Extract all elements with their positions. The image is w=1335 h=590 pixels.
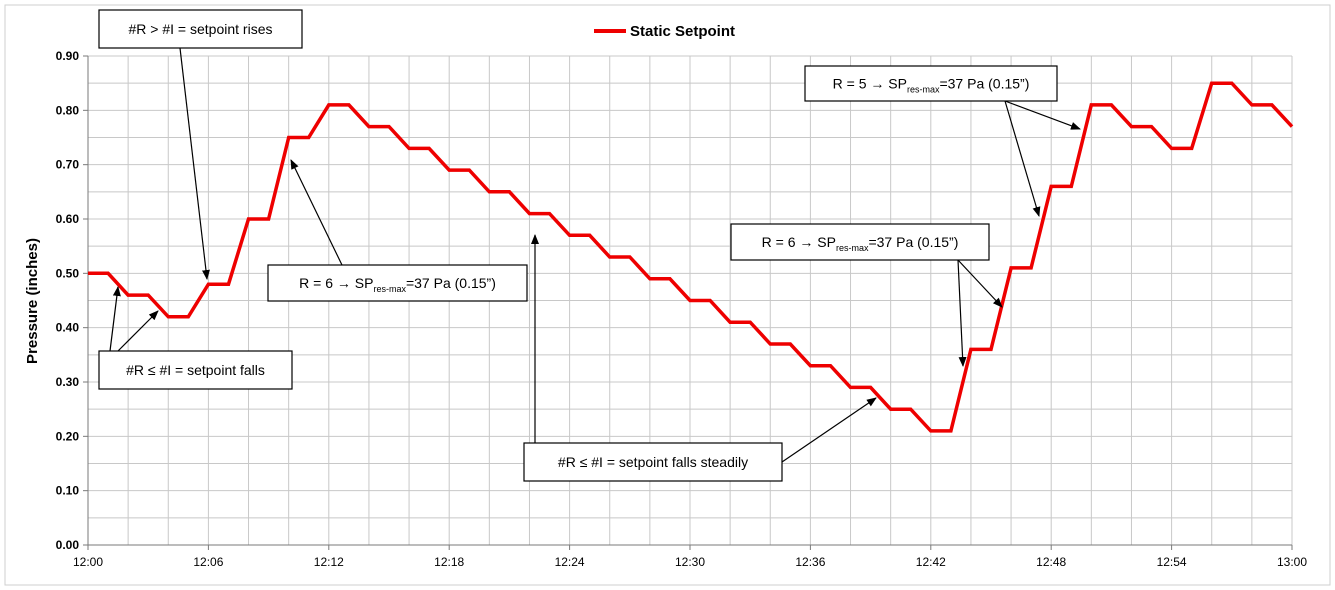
- x-tick-label: 12:42: [916, 555, 946, 569]
- annotation-arrow: [179, 47, 210, 280]
- annotation-ann4: #R ≤ #I = setpoint falls steadily: [523, 234, 877, 482]
- x-tick-label: 12:30: [675, 555, 705, 569]
- static-setpoint-line: [88, 81, 1294, 433]
- annotation-text: R = 6 → SPres-max=37 Pa (0.15”): [299, 275, 496, 294]
- annotation-arrow: [1004, 100, 1081, 130]
- annotation-arrow: [957, 259, 1003, 308]
- annotation-arrow: [109, 286, 121, 352]
- annotation-arrow: [781, 397, 877, 463]
- annotations: #R > #I = setpoint rises #R ≤ #I = setpoi…: [98, 9, 1081, 482]
- annotation-ann1: #R > #I = setpoint rises: [98, 9, 303, 280]
- legend-label: Static Setpoint: [630, 23, 735, 40]
- annotation-text: R = 6 → SPres-max=37 Pa (0.15”): [762, 234, 959, 253]
- y-tick-label: 0.50: [56, 266, 80, 280]
- annotation-arrow: [117, 310, 159, 352]
- chart-frame: [4, 4, 1331, 586]
- x-tick-label: 12:54: [1157, 555, 1187, 569]
- x-tick-label: 12:06: [193, 555, 223, 569]
- y-tick-label: 0.10: [56, 484, 80, 498]
- annotation-box: [98, 9, 303, 49]
- x-tick-label: 12:48: [1036, 555, 1066, 569]
- x-tick-label: 12:00: [73, 555, 103, 569]
- y-axis-title: Pressure (inches): [24, 238, 41, 364]
- annotation-ann5: R = 6 → SPres-max=37 Pa (0.15”): [730, 223, 1003, 367]
- legend: Static Setpoint: [594, 23, 735, 40]
- annotation-text: R = 5 → SPres-max=37 Pa (0.15”): [833, 76, 1030, 95]
- x-tick-label: 12:36: [795, 555, 825, 569]
- x-tick-label: 12:12: [314, 555, 344, 569]
- annotation-ann6: R = 5 → SPres-max=37 Pa (0.15”): [804, 65, 1081, 217]
- annotation-text: #R ≤ #I = setpoint falls: [126, 362, 265, 378]
- annotation-text: #R > #I = setpoint rises: [129, 21, 273, 37]
- annotation-arrow: [1004, 100, 1041, 217]
- y-tick-label: 0.60: [56, 212, 80, 226]
- y-tick-label: 0.80: [56, 103, 80, 117]
- series-layer: [88, 81, 1294, 433]
- annotation-arrow: [290, 159, 343, 266]
- annotation-box: [730, 223, 990, 261]
- y-tick-label: 0.40: [56, 321, 80, 335]
- x-tick-label: 13:00: [1277, 555, 1307, 569]
- x-tick-label: 12:18: [434, 555, 464, 569]
- annotation-arrow: [957, 259, 967, 367]
- annotation-ann3: R = 6 → SPres-max=37 Pa (0.15”): [267, 159, 528, 302]
- annotation-text: #R ≤ #I = setpoint falls steadily: [558, 454, 748, 470]
- y-tick-label: 0.90: [56, 49, 80, 63]
- x-tick-label: 12:24: [555, 555, 585, 569]
- y-tick-label: 0.70: [56, 158, 80, 172]
- annotation-box: [98, 350, 293, 390]
- annotation-ann2: #R ≤ #I = setpoint falls: [98, 286, 293, 390]
- annotation-box: [804, 65, 1058, 102]
- y-tick-label: 0.30: [56, 375, 80, 389]
- annotation-box: [267, 264, 528, 302]
- y-tick-label: 0.20: [56, 429, 80, 443]
- axes: 0.00 0.10 0.20 0.30 0.40 0.50 0.60 0.70 0.80 0.90…: [56, 49, 1308, 569]
- y-tick-label: 0.00: [56, 538, 80, 552]
